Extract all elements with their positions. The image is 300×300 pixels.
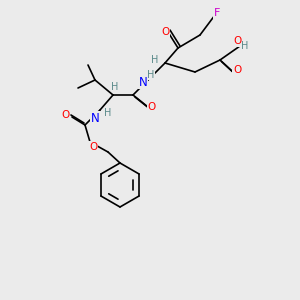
Text: H: H bbox=[111, 82, 119, 92]
Text: O: O bbox=[148, 102, 156, 112]
Text: N: N bbox=[91, 112, 99, 124]
Text: O: O bbox=[233, 65, 241, 75]
Text: O: O bbox=[161, 27, 169, 37]
Text: F: F bbox=[214, 8, 220, 18]
Text: H: H bbox=[147, 70, 155, 80]
Text: H: H bbox=[241, 41, 249, 51]
Text: N: N bbox=[139, 76, 147, 88]
Text: H: H bbox=[151, 55, 159, 65]
Text: O: O bbox=[233, 36, 241, 46]
Text: H: H bbox=[104, 108, 112, 118]
Text: O: O bbox=[61, 110, 69, 120]
Text: O: O bbox=[89, 142, 97, 152]
